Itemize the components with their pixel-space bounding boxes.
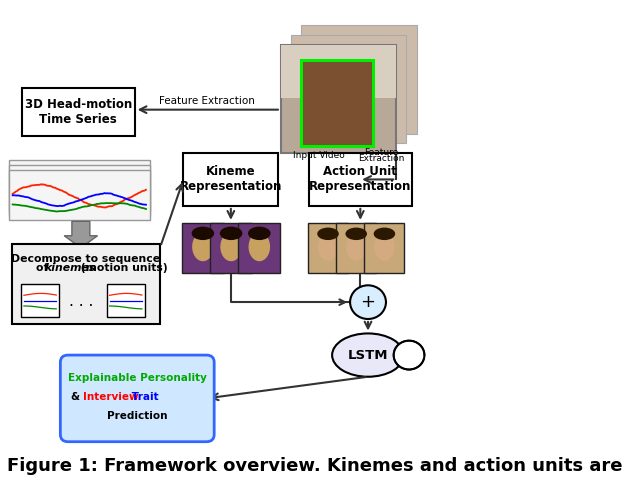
Ellipse shape bbox=[220, 232, 242, 261]
Ellipse shape bbox=[248, 227, 271, 240]
FancyBboxPatch shape bbox=[281, 45, 396, 98]
FancyBboxPatch shape bbox=[9, 165, 150, 215]
Ellipse shape bbox=[317, 227, 339, 240]
Text: LSTM: LSTM bbox=[348, 348, 388, 362]
Text: Interview: Interview bbox=[83, 392, 139, 402]
FancyBboxPatch shape bbox=[308, 223, 348, 273]
FancyBboxPatch shape bbox=[106, 284, 145, 317]
FancyBboxPatch shape bbox=[12, 244, 161, 324]
Text: Feature: Feature bbox=[364, 148, 398, 157]
FancyBboxPatch shape bbox=[309, 153, 412, 206]
Text: Explainable Personality: Explainable Personality bbox=[68, 373, 207, 383]
FancyBboxPatch shape bbox=[300, 59, 374, 148]
Text: of: of bbox=[36, 262, 52, 272]
Text: +: + bbox=[360, 293, 376, 311]
Text: Decompose to sequence: Decompose to sequence bbox=[12, 254, 161, 264]
Ellipse shape bbox=[374, 233, 395, 261]
Text: Feature Extraction: Feature Extraction bbox=[159, 96, 255, 106]
Ellipse shape bbox=[318, 233, 339, 261]
Text: . . .: . . . bbox=[68, 294, 93, 309]
Ellipse shape bbox=[248, 232, 270, 261]
Circle shape bbox=[394, 341, 424, 369]
Text: 3D Head-motion
Time Series: 3D Head-motion Time Series bbox=[25, 98, 132, 126]
FancyBboxPatch shape bbox=[210, 223, 252, 273]
FancyBboxPatch shape bbox=[9, 170, 150, 220]
Ellipse shape bbox=[192, 232, 214, 261]
FancyBboxPatch shape bbox=[60, 355, 214, 442]
Text: Figure 1: Framework overview. Kinemes and action units are: Figure 1: Framework overview. Kinemes an… bbox=[6, 457, 622, 475]
FancyBboxPatch shape bbox=[238, 223, 280, 273]
Text: &: & bbox=[70, 392, 83, 402]
Text: Kineme
Representation: Kineme Representation bbox=[180, 166, 282, 194]
FancyBboxPatch shape bbox=[9, 160, 150, 211]
Ellipse shape bbox=[220, 227, 243, 240]
FancyBboxPatch shape bbox=[336, 223, 376, 273]
Text: Extraction: Extraction bbox=[358, 154, 404, 164]
FancyArrow shape bbox=[64, 221, 97, 248]
Ellipse shape bbox=[346, 227, 367, 240]
Text: Prediction: Prediction bbox=[107, 411, 168, 422]
Text: (motion units): (motion units) bbox=[77, 262, 168, 272]
Text: Trait: Trait bbox=[128, 392, 159, 402]
FancyBboxPatch shape bbox=[21, 284, 60, 317]
Text: kinemes: kinemes bbox=[45, 262, 97, 272]
FancyBboxPatch shape bbox=[22, 88, 134, 136]
Ellipse shape bbox=[332, 333, 404, 377]
FancyBboxPatch shape bbox=[281, 45, 396, 153]
FancyBboxPatch shape bbox=[291, 35, 406, 143]
FancyBboxPatch shape bbox=[301, 26, 417, 134]
Ellipse shape bbox=[346, 233, 367, 261]
Text: Action Unit
Representation: Action Unit Representation bbox=[309, 166, 412, 194]
FancyBboxPatch shape bbox=[182, 223, 224, 273]
Text: Input Video: Input Video bbox=[293, 151, 345, 160]
Circle shape bbox=[350, 285, 386, 319]
Ellipse shape bbox=[374, 227, 395, 240]
FancyBboxPatch shape bbox=[184, 153, 278, 206]
FancyBboxPatch shape bbox=[364, 223, 404, 273]
Ellipse shape bbox=[191, 227, 214, 240]
